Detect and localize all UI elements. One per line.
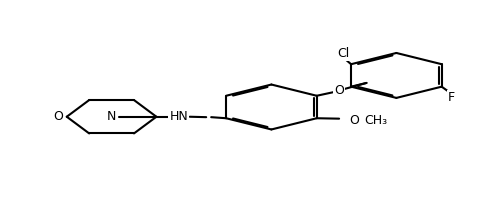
- Text: O: O: [53, 110, 63, 123]
- Text: O: O: [349, 114, 359, 127]
- Text: CH₃: CH₃: [364, 114, 387, 127]
- Text: N: N: [107, 110, 116, 123]
- Text: O: O: [334, 84, 344, 97]
- Text: HN: HN: [169, 110, 188, 123]
- Text: F: F: [448, 91, 455, 104]
- Text: Cl: Cl: [338, 47, 350, 60]
